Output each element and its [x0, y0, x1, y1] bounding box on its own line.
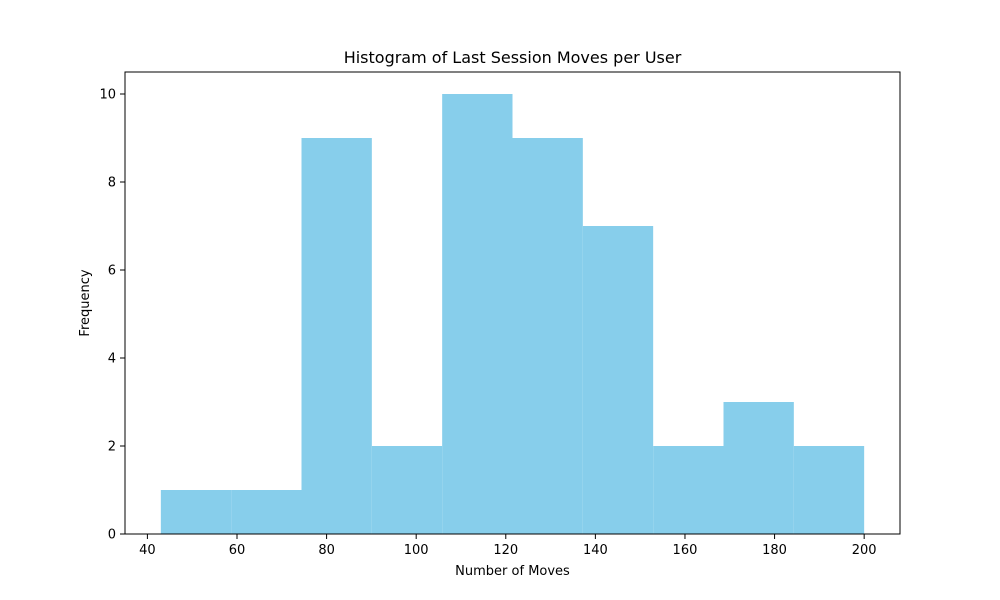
- histogram-bar: [793, 446, 865, 534]
- y-axis: 0 2 4 6 8 10: [99, 88, 125, 543]
- x-tick-label: 200: [852, 543, 877, 558]
- x-tick-label: 120: [493, 543, 518, 558]
- histogram-bar: [723, 402, 794, 534]
- y-tick-label: 6: [108, 264, 116, 279]
- bars-group: [160, 94, 865, 534]
- x-tick-label: 60: [229, 543, 246, 558]
- x-tick-label: 140: [583, 543, 608, 558]
- y-axis-label: Frequency: [78, 269, 93, 336]
- x-tick-label: 40: [139, 543, 156, 558]
- x-axis: 40 60 80 100 120 140 160 180 200: [139, 534, 877, 558]
- histogram-bar: [582, 226, 654, 534]
- histogram-bar: [512, 138, 583, 534]
- y-tick-label: 2: [108, 440, 116, 455]
- plot-frame: [124, 71, 901, 535]
- histogram-bar: [160, 490, 232, 534]
- y-tick-label: 8: [108, 176, 116, 191]
- y-tick-label: 10: [99, 88, 116, 103]
- histogram-bar: [653, 446, 724, 534]
- histogram-bar: [231, 490, 302, 534]
- histogram-bar: [371, 446, 443, 534]
- histogram-bar: [301, 138, 372, 534]
- y-tick-label: 0: [108, 528, 116, 543]
- x-tick-label: 100: [404, 543, 429, 558]
- chart-title: Histogram of Last Session Moves per User: [344, 48, 682, 67]
- x-tick-label: 160: [673, 543, 698, 558]
- x-tick-label: 180: [762, 543, 787, 558]
- y-tick-label: 4: [108, 352, 116, 367]
- x-axis-label: Number of Moves: [455, 564, 570, 579]
- x-tick-label: 80: [318, 543, 335, 558]
- histogram-bar: [442, 94, 513, 534]
